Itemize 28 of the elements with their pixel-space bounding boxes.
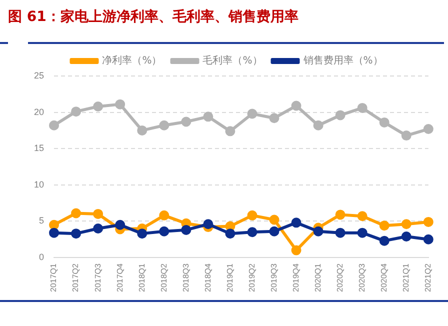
x-tick-label: 2021Q1 (402, 262, 411, 292)
x-tick-label: 2017Q2 (71, 262, 80, 292)
x-tick-label: 2017Q1 (49, 262, 58, 292)
x-tick-label: 2019Q2 (247, 262, 256, 292)
legend-label: 销售费用率（%） (302, 54, 383, 67)
x-tick-label: 2018Q2 (159, 262, 168, 292)
chart-title: 图 61：家电上游净利率、毛利率、销售费用率 (8, 8, 298, 26)
x-tick-label: 2020Q4 (380, 262, 389, 292)
x-tick-label: 2021Q2 (424, 262, 433, 292)
x-tick-label: 2020Q1 (313, 262, 322, 292)
y-tick-label: 5 (38, 216, 44, 226)
y-tick-label: 0 (38, 252, 44, 262)
x-tick-label: 2020Q3 (358, 262, 367, 292)
x-tick-label: 2018Q3 (181, 262, 190, 292)
x-tick-label: 2020Q2 (336, 262, 345, 292)
legend-label: 毛利率（%） (202, 54, 262, 67)
x-tick-label: 2018Q4 (203, 262, 212, 292)
x-tick-label: 2018Q1 (137, 262, 146, 292)
x-tick-label: 2017Q4 (115, 262, 124, 292)
y-tick-label: 20 (34, 106, 44, 117)
x-tick-label: 2019Q4 (291, 262, 300, 292)
x-tick-label: 2019Q3 (269, 262, 278, 292)
x-tick-label: 2017Q3 (93, 262, 102, 292)
y-tick-label: 25 (34, 70, 44, 80)
y-tick-label: 10 (34, 179, 44, 190)
x-tick-label: 2019Q1 (225, 262, 234, 292)
y-tick-label: 15 (34, 143, 44, 154)
legend-label: 净利率（%） (102, 54, 162, 67)
